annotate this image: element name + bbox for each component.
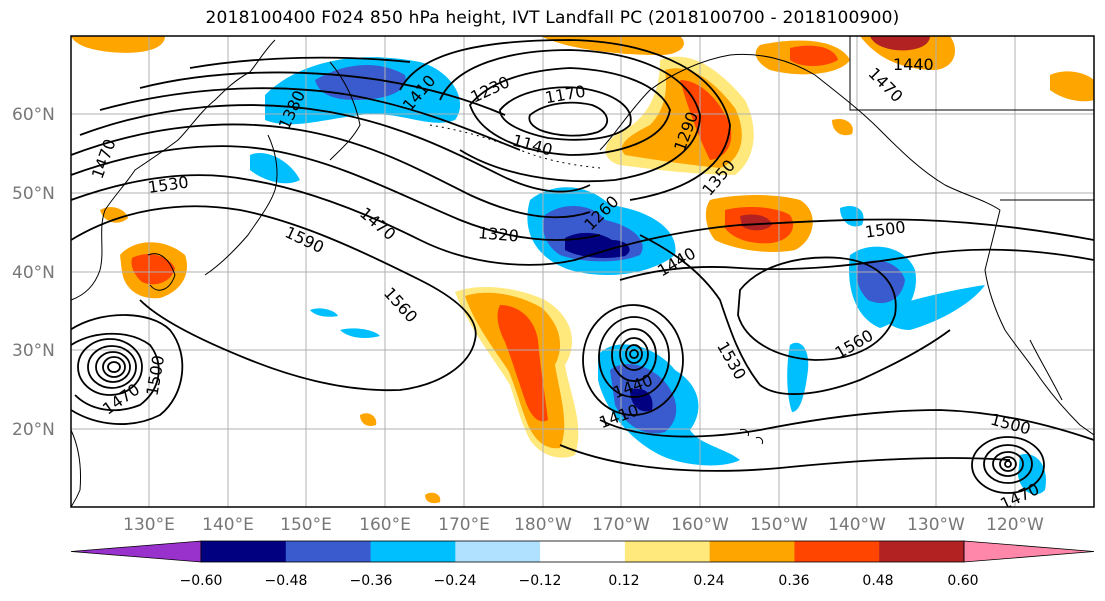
colorbar-tick-label: −0.24 [434, 573, 477, 589]
colorbar-tick-label: 0.48 [862, 573, 893, 589]
lon-label: 130°W [907, 515, 965, 535]
longitude-labels: 130°E 140°E 150°E 160°E 170°E 180°W 170°… [123, 515, 1044, 535]
ivt-negative-region [340, 328, 380, 338]
colorbar-segment [879, 541, 965, 562]
graticule [71, 36, 1094, 507]
lat-label-20n: 20°N [12, 420, 55, 440]
ivt-negative-region [1018, 454, 1046, 495]
lon-label: 140°W [828, 515, 886, 535]
colorbar-segments [70, 540, 1095, 563]
colorbar-tick-label: 0.36 [778, 573, 809, 589]
colorbar-extend-low [70, 540, 202, 563]
ivt-positive-region [131, 254, 175, 285]
lon-label: 160°W [671, 515, 729, 535]
lon-label: 160°E [359, 515, 411, 535]
colorbar-tick-label: 0.24 [693, 573, 724, 589]
contour-label: 1440 [893, 55, 934, 74]
colorbar-segment [540, 541, 626, 562]
ivt-positive-region [790, 45, 838, 66]
ivt-negative-region [250, 152, 300, 184]
contour-label: 1320 [477, 223, 519, 245]
colorbar-extend-high [963, 540, 1095, 563]
ivt-positive-region [100, 207, 128, 223]
lon-label: 170°W [592, 515, 650, 535]
ivt-positive-region [740, 214, 772, 231]
figure-title: 2018100400 F024 850 hPa height, IVT Land… [205, 8, 900, 28]
ivt-negative-region [310, 308, 338, 317]
philippines-coastline [71, 429, 81, 507]
colorbar-segment [624, 541, 711, 562]
colorbar-segment [201, 541, 287, 562]
lat-label-40n: 40°N [12, 263, 55, 283]
colorbar-segment [370, 541, 456, 562]
colorbar-tick-label: 0.12 [608, 573, 639, 589]
ivt-positive-region [680, 80, 732, 160]
colorbar-segment [455, 541, 541, 562]
korea-coastline [147, 253, 176, 291]
ivt-positive-region [71, 36, 165, 53]
colorbar-tick-label: −0.36 [350, 573, 393, 589]
colorbar-frame [200, 540, 965, 563]
ivt-negative-region [880, 285, 985, 330]
lon-label: 170°E [438, 515, 490, 535]
height-contours [71, 39, 1094, 494]
alaska-coastline [599, 53, 1001, 211]
canada-border [849, 36, 1094, 111]
colorbar-segment [794, 541, 880, 562]
colorbar-tick-label: −0.12 [519, 573, 562, 589]
ivt-negative-region [840, 205, 864, 227]
colorbar: −0.60 −0.48 −0.36 −0.24 −0.12 0.12 0.24 … [70, 540, 1095, 589]
baja-coastline [1029, 339, 1063, 401]
lon-label: 150°W [750, 515, 808, 535]
lon-label: 150°E [280, 515, 332, 535]
lat-label-50n: 50°N [12, 184, 55, 204]
map-panel: 1470 1530 1590 1560 1500 1470 1380 1410 … [70, 35, 1095, 508]
ivt-negative-region [315, 64, 406, 100]
lon-label: 120°W [986, 515, 1044, 535]
kamchatka-coastline [329, 61, 361, 161]
coastlines [71, 36, 1094, 507]
ivt-positive-region [870, 36, 930, 51]
north-america-coastline [984, 209, 1094, 436]
lat-label-60n: 60°N [12, 105, 55, 125]
colorbar-tick-labels: −0.60 −0.48 −0.36 −0.24 −0.12 0.12 0.24 … [180, 573, 979, 589]
colorbar-segment [709, 541, 795, 562]
hawaii-islands [739, 429, 763, 445]
lat-label-30n: 30°N [12, 341, 55, 361]
colorbar-tick-label: −0.60 [180, 573, 223, 589]
colorbar-segment [285, 541, 372, 562]
asia-coastline [71, 39, 276, 301]
ivt-positive-region [1050, 71, 1094, 102]
lon-label: 130°E [123, 515, 175, 535]
colorbar-tick-label: 0.60 [947, 573, 978, 589]
ivt-positive-region [497, 305, 548, 422]
ivt-positive-region [360, 413, 377, 426]
japan-coastline [204, 134, 278, 276]
map-frame [70, 35, 1095, 508]
lon-label: 140°E [202, 515, 254, 535]
ivt-positive-region [832, 118, 853, 136]
lon-label: 180°W [514, 515, 572, 535]
latitude-labels: 60°N 50°N 40°N 30°N 20°N [12, 105, 55, 440]
colorbar-tick-label: −0.48 [265, 573, 308, 589]
ivt-positive-region [425, 492, 441, 504]
